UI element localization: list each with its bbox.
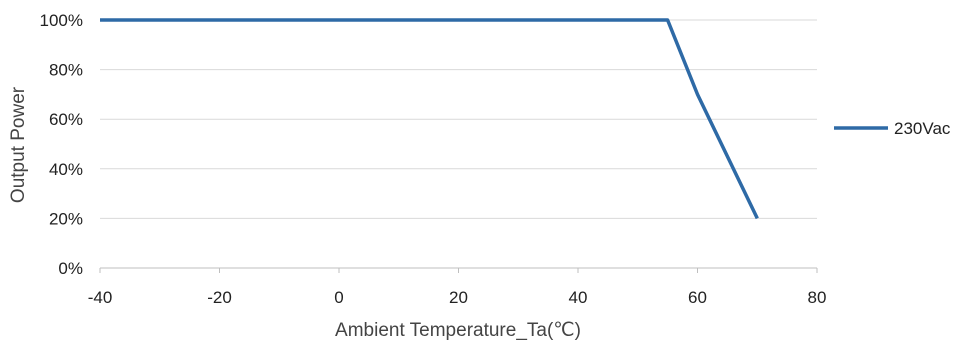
series-lines <box>100 18 759 220</box>
series-line-230vac <box>100 18 759 220</box>
x-tick-label: 0 <box>334 288 343 307</box>
y-tick-label: 80% <box>49 61 83 80</box>
y-tick-label: 20% <box>49 209 83 228</box>
y-tick-label: 40% <box>49 160 83 179</box>
y-axis-title: Output Power <box>8 86 29 203</box>
x-tick-label: 40 <box>569 288 588 307</box>
y-tick-labels: 0% 20% 40% 60% 80% 100% <box>40 11 83 278</box>
legend-label-230vac: 230Vac <box>894 119 951 138</box>
x-axis-title: Ambient Temperature_Ta(℃) <box>335 320 581 341</box>
x-tick-label: 80 <box>808 288 827 307</box>
x-tick-label: 20 <box>449 288 468 307</box>
x-tick-label: 60 <box>688 288 707 307</box>
legend: 230Vac <box>834 119 951 138</box>
y-tick-label: 60% <box>49 110 83 129</box>
x-tick-label: -20 <box>207 288 232 307</box>
x-tick-labels: -40 -20 0 20 40 60 80 <box>88 288 827 307</box>
x-tick-label: -40 <box>88 288 113 307</box>
axes <box>99 267 818 273</box>
y-tick-label: 100% <box>40 11 83 30</box>
y-tick-label: 0% <box>58 259 83 278</box>
